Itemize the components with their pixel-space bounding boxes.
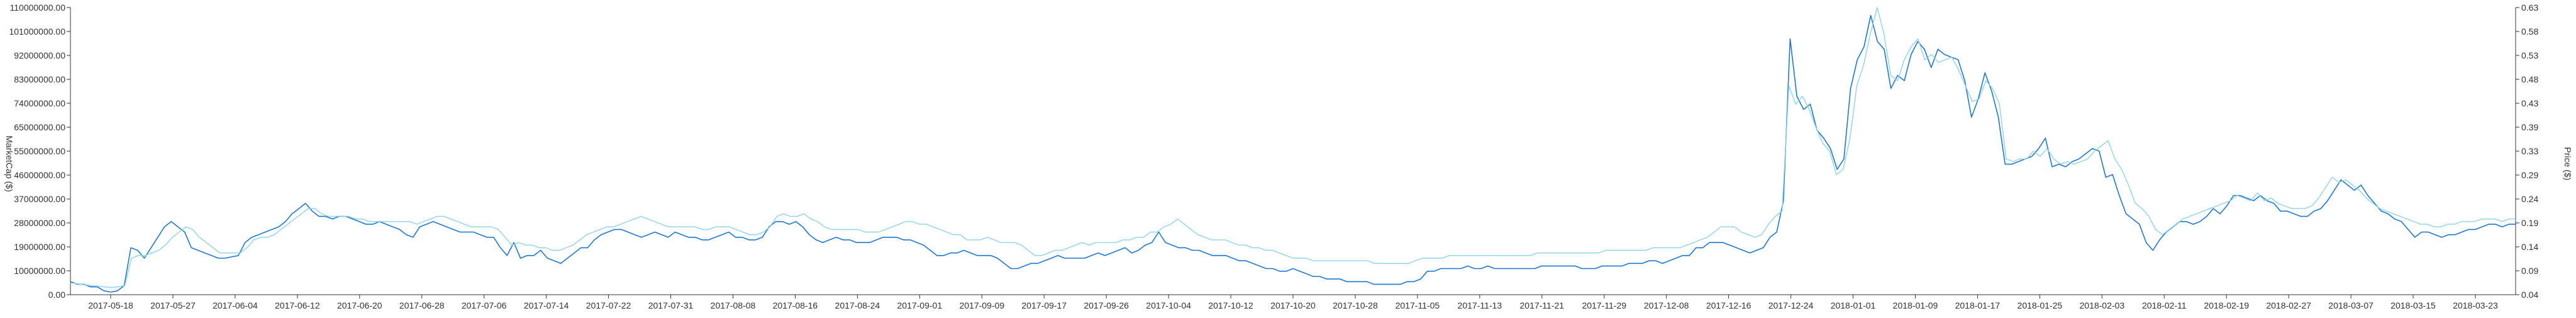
x-tick-label: 2017-11-29 xyxy=(1582,300,1626,310)
y-right-tick-label: 0.09 xyxy=(2521,266,2538,276)
x-tick-label: 2018-02-19 xyxy=(2204,300,2249,310)
y-left-tick-label: 65000000.00 xyxy=(14,122,65,132)
y-right-tick-label: 0.19 xyxy=(2521,218,2538,228)
x-tick-label: 2017-11-05 xyxy=(1396,300,1440,310)
y-right-tick-label: 0.29 xyxy=(2521,170,2538,180)
y-right-tick-label: 0.04 xyxy=(2521,290,2538,300)
x-tick-label: 2017-06-04 xyxy=(213,300,258,310)
x-tick-label: 2017-05-27 xyxy=(150,300,196,310)
x-tick-label: 2018-02-27 xyxy=(2266,300,2311,310)
x-tick-label: 2018-03-23 xyxy=(2453,300,2498,310)
x-tick-label: 2017-10-20 xyxy=(1270,300,1316,310)
x-tick-label: 2017-05-18 xyxy=(88,300,133,310)
x-tick-label: 2017-10-12 xyxy=(1208,300,1253,310)
x-tick-label: 2018-01-17 xyxy=(1955,300,2001,310)
y-left-tick-label: 0.00 xyxy=(48,290,65,300)
y-right-tick-label: 0.14 xyxy=(2521,242,2538,252)
x-tick-label: 2017-09-01 xyxy=(897,300,943,310)
x-tick-label: 2017-11-13 xyxy=(1458,300,1502,310)
y-right-tick-label: 0.39 xyxy=(2521,122,2538,132)
x-tick-label: 2017-12-16 xyxy=(1706,300,1752,310)
x-tick-label: 2017-06-12 xyxy=(275,300,320,310)
y-right-tick-label: 0.48 xyxy=(2521,74,2538,84)
x-tick-label: 2017-09-17 xyxy=(1021,300,1067,310)
y-right-tick-label: 0.58 xyxy=(2521,26,2538,37)
y-right-tick-label: 0.33 xyxy=(2521,146,2538,156)
x-tick-label: 2017-10-28 xyxy=(1333,300,1378,310)
x-tick-label: 2017-06-20 xyxy=(337,300,382,310)
series-layer xyxy=(70,7,2516,293)
x-tick-label: 2017-09-09 xyxy=(959,300,1004,310)
y-left-tick-label: 74000000.00 xyxy=(14,98,65,108)
y-right-tick-label: 0.53 xyxy=(2521,50,2538,60)
x-tick-label: 2017-08-16 xyxy=(773,300,818,310)
x-tick-label: 2017-09-26 xyxy=(1084,300,1129,310)
y-left-tick-label: 19000000.00 xyxy=(14,242,65,252)
x-tick-label: 2018-02-03 xyxy=(2080,300,2125,310)
y-left-tick-label: 92000000.00 xyxy=(14,50,65,60)
x-tick-label: 2018-03-15 xyxy=(2390,300,2436,310)
x-tick-label: 2018-01-09 xyxy=(1893,300,1938,310)
x-tick-label: 2017-12-08 xyxy=(1644,300,1689,310)
y-left-axis-title: MarketCap ($) xyxy=(4,135,14,191)
y-left-tick-label: 37000000.00 xyxy=(14,194,65,204)
y-left-tick-label: 101000000.00 xyxy=(9,26,65,37)
x-tick-label: 2017-07-22 xyxy=(586,300,631,310)
x-tick-label: 2017-08-08 xyxy=(711,300,756,310)
y-right-tick-label: 0.63 xyxy=(2521,3,2538,13)
y-right-tick-label: 0.43 xyxy=(2521,98,2538,108)
y-left-tick-label: 83000000.00 xyxy=(14,74,65,84)
x-tick-label: 2017-07-06 xyxy=(462,300,507,310)
x-tick-label: 2017-11-21 xyxy=(1520,300,1565,310)
axes-layer: 0.00 10000000.00 19000000.00 28000000.00 370… xyxy=(9,3,2538,310)
y-right-axis-title: Price ($) xyxy=(2563,147,2573,181)
y-left-tick-label: 46000000.00 xyxy=(14,170,65,180)
x-tick-label: 2017-10-04 xyxy=(1146,300,1191,310)
x-tick-label: 2017-12-24 xyxy=(1768,300,1814,310)
y-left-tick-label: 28000000.00 xyxy=(14,218,65,228)
x-tick-label: 2018-03-07 xyxy=(2328,300,2373,310)
x-tick-label: 2018-01-25 xyxy=(2018,300,2063,310)
x-tick-label: 2017-07-31 xyxy=(648,300,694,310)
y-left-tick-label: 55000000.00 xyxy=(14,146,65,156)
x-tick-label: 2018-01-01 xyxy=(1831,300,1876,310)
x-tick-label: 2017-06-28 xyxy=(399,300,445,310)
x-tick-label: 2018-02-11 xyxy=(2142,300,2187,310)
x-tick-label: 2017-08-24 xyxy=(835,300,880,310)
y-right-tick-label: 0.24 xyxy=(2521,194,2538,204)
labels-layer: MarketCap ($) Price ($) xyxy=(4,135,2573,191)
y-left-tick-label: 10000000.00 xyxy=(14,266,65,276)
price-series-line xyxy=(70,7,2516,288)
x-tick-label: 2017-07-14 xyxy=(524,300,569,310)
y-left-tick-label: 110000000.00 xyxy=(10,3,66,13)
marketcap-series-line xyxy=(70,14,2516,293)
